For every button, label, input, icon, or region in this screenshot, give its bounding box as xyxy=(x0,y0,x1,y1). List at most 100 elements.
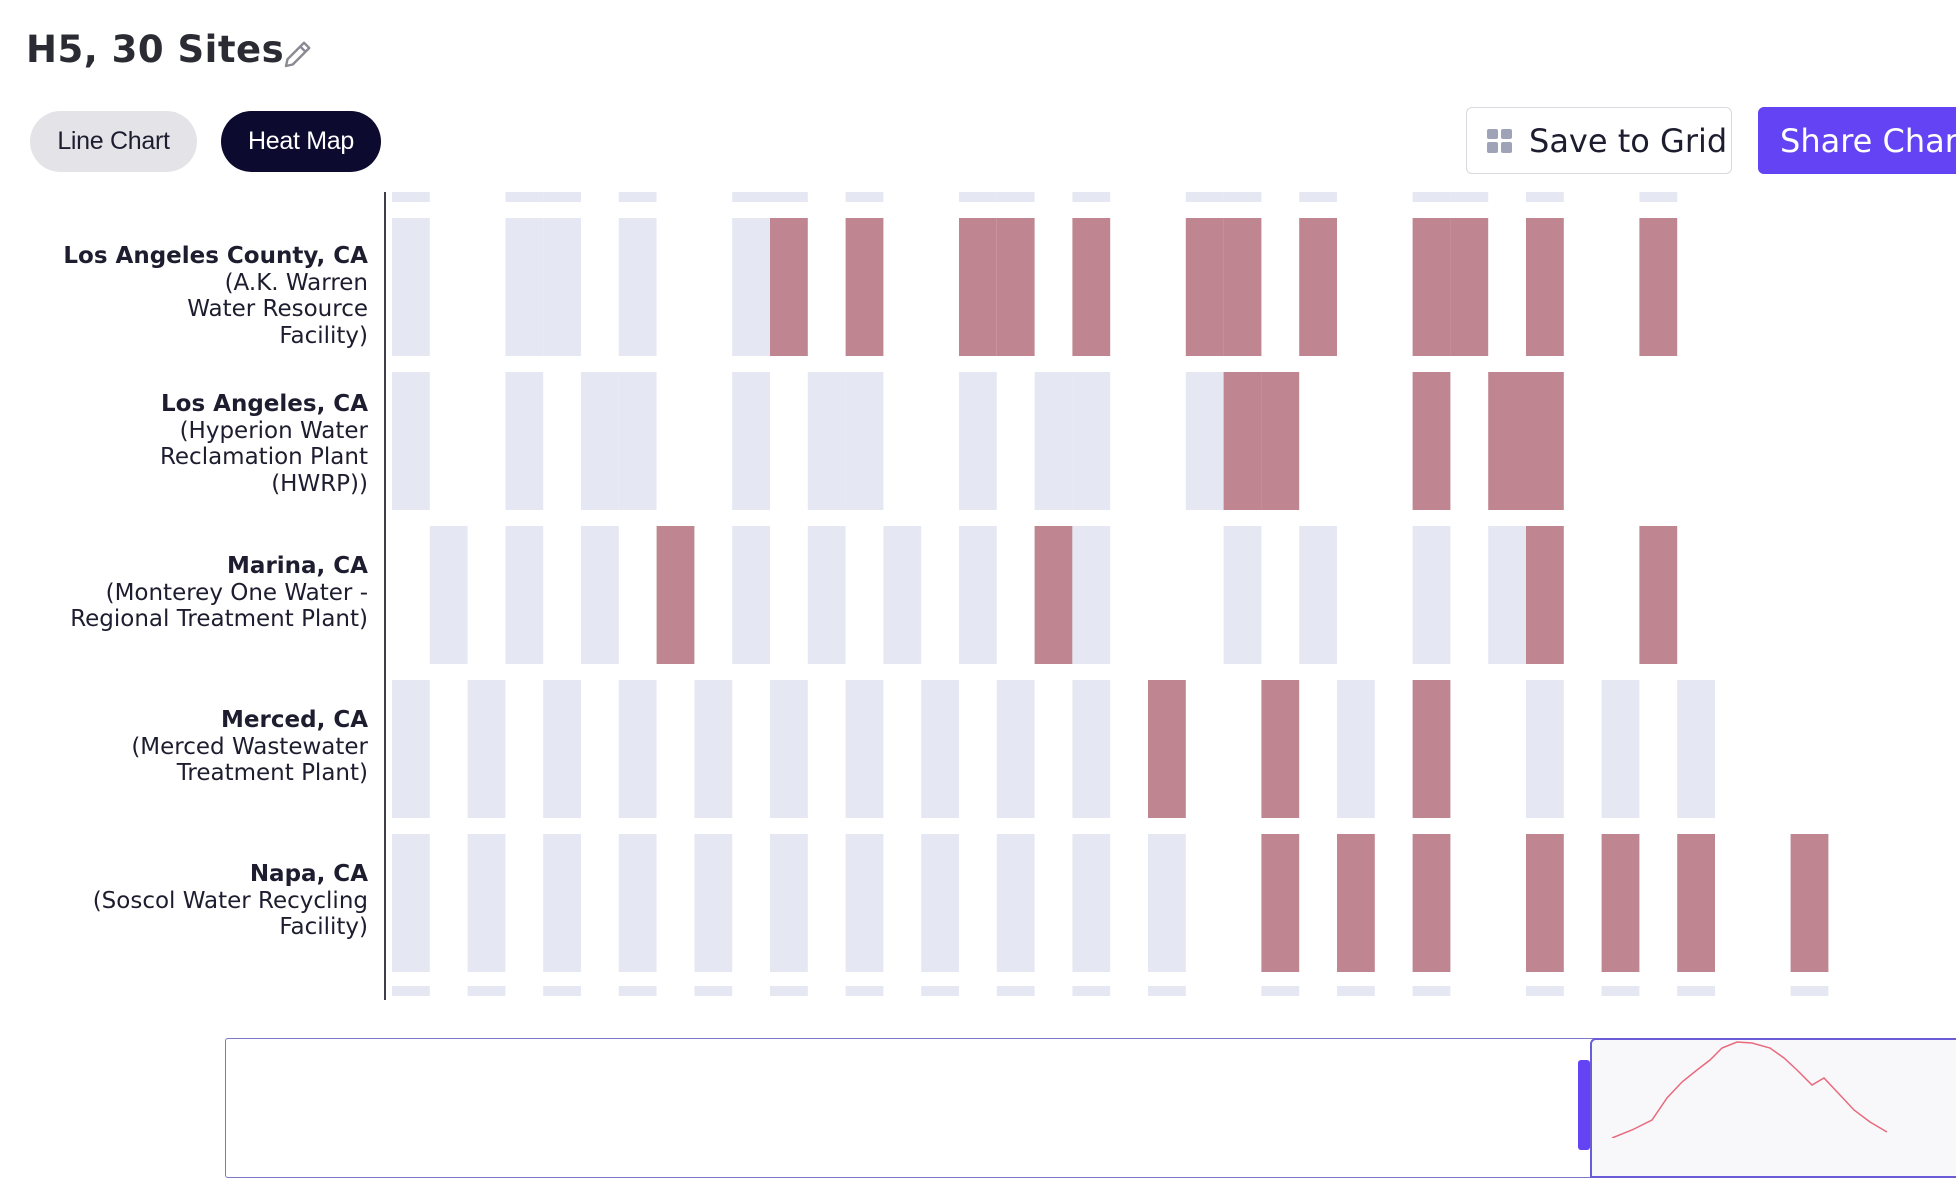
heatmap-cell-not-detected[interactable] xyxy=(921,680,959,818)
heatmap-cell-detected[interactable] xyxy=(1526,218,1564,356)
heatmap-cell-not-detected[interactable] xyxy=(845,680,884,818)
heatmap-cell-not-detected[interactable] xyxy=(732,218,770,356)
brush-handle[interactable] xyxy=(1578,1060,1590,1150)
heatmap-cell-partial xyxy=(1223,192,1262,202)
heatmap-cell-detected[interactable] xyxy=(1601,834,1640,972)
heatmap-cell-partial xyxy=(392,986,430,996)
heatmap-cell-partial xyxy=(1677,986,1715,996)
heatmap-cell-detected[interactable] xyxy=(996,218,1035,356)
heatmap-cell-not-detected[interactable] xyxy=(543,218,581,356)
heatmap-cell-detected[interactable] xyxy=(1639,218,1678,356)
tab-line-chart[interactable]: Line Chart xyxy=(30,111,197,172)
heatmap-cell-detected[interactable] xyxy=(1526,526,1564,664)
heatmap-cell-not-detected[interactable] xyxy=(1185,372,1224,510)
heatmap-cell-detected[interactable] xyxy=(1677,834,1715,972)
heatmap-cell-not-detected[interactable] xyxy=(467,680,506,818)
heatmap-cell-detected[interactable] xyxy=(1261,834,1300,972)
heatmap-cell-detected[interactable] xyxy=(770,218,808,356)
heatmap-cell-not-detected[interactable] xyxy=(694,680,733,818)
heatmap-cell-detected[interactable] xyxy=(1526,372,1564,510)
heatmap-cell-not-detected[interactable] xyxy=(1034,372,1073,510)
heatmap-cell-not-detected[interactable] xyxy=(845,372,884,510)
heatmap-cell-detected[interactable] xyxy=(1261,680,1300,818)
heatmap-cell-not-detected[interactable] xyxy=(1072,372,1111,510)
heatmap-cell-detected[interactable] xyxy=(1450,218,1489,356)
heatmap-cell-not-detected[interactable] xyxy=(505,526,544,664)
heatmap-cell-not-detected[interactable] xyxy=(505,218,544,356)
heatmap-cell-not-detected[interactable] xyxy=(618,372,657,510)
heatmap-cell-detected[interactable] xyxy=(1337,834,1375,972)
heatmap-cell-not-detected[interactable] xyxy=(996,680,1035,818)
heatmap-cell-not-detected[interactable] xyxy=(1072,834,1111,972)
heatmap-cell-detected[interactable] xyxy=(1148,680,1186,818)
heatmap-cell-detected[interactable] xyxy=(1639,526,1678,664)
heatmap-cell-detected[interactable] xyxy=(1299,218,1337,356)
heatmap-cell-not-detected[interactable] xyxy=(845,834,884,972)
heatmap-cell-detected[interactable] xyxy=(1223,218,1262,356)
heatmap-cell-not-detected[interactable] xyxy=(392,680,430,818)
heatmap-cell-not-detected[interactable] xyxy=(1299,526,1337,664)
heatmap-cell-not-detected[interactable] xyxy=(1488,526,1526,664)
heatmap-cell-not-detected[interactable] xyxy=(732,526,770,664)
heatmap-cell-not-detected[interactable] xyxy=(581,526,619,664)
heatmap-cell-not-detected[interactable] xyxy=(1412,526,1451,664)
heatmap-cell-not-detected[interactable] xyxy=(959,372,997,510)
heatmap-cell-detected[interactable] xyxy=(1034,526,1073,664)
heatmap-cell-detected[interactable] xyxy=(1412,372,1451,510)
save-to-grid-label: Save to Grid xyxy=(1529,121,1728,160)
heatmap-cell-not-detected[interactable] xyxy=(1072,680,1111,818)
heatmap-cell-not-detected[interactable] xyxy=(770,834,808,972)
heatmap-cell-not-detected[interactable] xyxy=(392,834,430,972)
heatmap-cell-not-detected[interactable] xyxy=(392,218,430,356)
heatmap-cell-detected[interactable] xyxy=(1412,218,1451,356)
heatmap-cell-not-detected[interactable] xyxy=(543,680,581,818)
heatmap-cell-detected[interactable] xyxy=(1261,372,1300,510)
heatmap-cell-not-detected[interactable] xyxy=(883,526,922,664)
heatmap-cell-partial xyxy=(392,192,430,202)
heatmap-cell-not-detected[interactable] xyxy=(694,834,733,972)
heatmap-cell-detected[interactable] xyxy=(656,526,695,664)
heatmap-cell-not-detected[interactable] xyxy=(1677,680,1715,818)
heatmap-cell-detected[interactable] xyxy=(1488,372,1526,510)
share-chart-button[interactable]: Share Chart xyxy=(1758,107,1956,174)
heatmap-cell-detected[interactable] xyxy=(959,218,997,356)
tab-heat-map[interactable]: Heat Map xyxy=(221,111,381,172)
heatmap-cell-not-detected[interactable] xyxy=(1601,680,1640,818)
heatmap-cell-partial xyxy=(1450,192,1489,202)
heatmap-cell-not-detected[interactable] xyxy=(807,526,846,664)
heatmap-cell-not-detected[interactable] xyxy=(392,372,430,510)
heatmap-cell-detected[interactable] xyxy=(1072,218,1111,356)
heatmap-cell-not-detected[interactable] xyxy=(618,834,657,972)
site-name: Los Angeles, CA xyxy=(161,391,368,417)
save-to-grid-button[interactable]: Save to Grid xyxy=(1466,107,1732,174)
heatmap-cell-not-detected[interactable] xyxy=(921,834,959,972)
plant-name: (Merced Wastewater Treatment Plant) xyxy=(131,733,368,787)
pencil-icon[interactable] xyxy=(280,36,316,72)
heatmap-cell-detected[interactable] xyxy=(1185,218,1224,356)
heatmap-cell-detected[interactable] xyxy=(1223,372,1262,510)
heatmap-cell-detected[interactable] xyxy=(845,218,884,356)
heatmap-cell-partial xyxy=(1185,192,1224,202)
heatmap-cell-not-detected[interactable] xyxy=(1223,526,1262,664)
heatmap-cell-not-detected[interactable] xyxy=(1526,680,1564,818)
heatmap-cell-not-detected[interactable] xyxy=(996,834,1035,972)
heatmap-cell-detected[interactable] xyxy=(1790,834,1829,972)
heatmap-cell-not-detected[interactable] xyxy=(1072,526,1111,664)
heatmap-cell-detected[interactable] xyxy=(1412,680,1451,818)
heatmap-cell-not-detected[interactable] xyxy=(732,372,770,510)
heatmap-cell-detected[interactable] xyxy=(1412,834,1451,972)
heatmap-cell-not-detected[interactable] xyxy=(807,372,846,510)
heatmap-cell-not-detected[interactable] xyxy=(1337,680,1375,818)
heatmap-cell-not-detected[interactable] xyxy=(429,526,468,664)
heatmap-cell-not-detected[interactable] xyxy=(1148,834,1186,972)
heatmap-cell-not-detected[interactable] xyxy=(467,834,506,972)
grid-icon xyxy=(1487,128,1512,153)
heatmap-cell-not-detected[interactable] xyxy=(770,680,808,818)
heatmap-cell-not-detected[interactable] xyxy=(959,526,997,664)
heatmap-cell-not-detected[interactable] xyxy=(543,834,581,972)
heatmap-cell-not-detected[interactable] xyxy=(505,372,544,510)
heatmap-cell-not-detected[interactable] xyxy=(618,680,657,818)
heatmap-cell-not-detected[interactable] xyxy=(618,218,657,356)
heatmap-cell-not-detected[interactable] xyxy=(581,372,619,510)
heatmap-cell-detected[interactable] xyxy=(1526,834,1564,972)
